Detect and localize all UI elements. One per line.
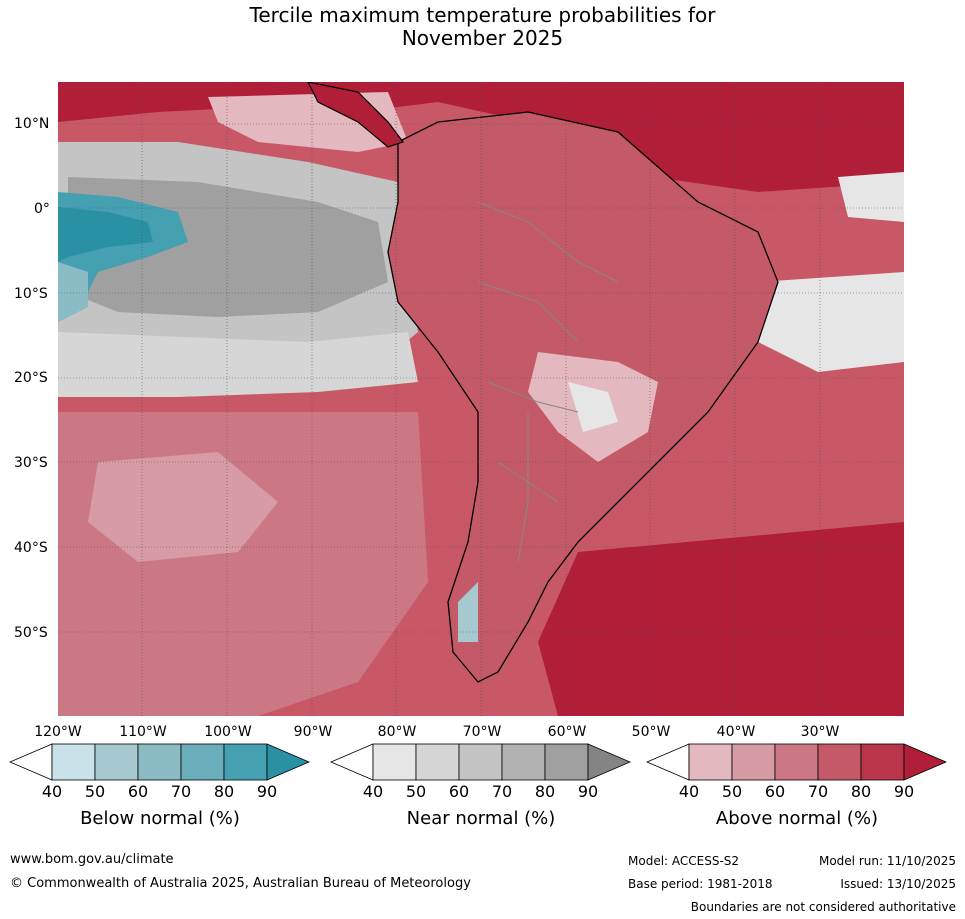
lon-label-120w: 120°W	[34, 724, 82, 740]
legend-near-cell-5	[544, 743, 589, 781]
region-atlantic-light	[758, 272, 904, 372]
central-america-landmass	[307, 82, 404, 148]
legend-below-arrow-low	[8, 743, 53, 781]
legend-above-tick-80: 80	[850, 782, 872, 801]
legend-near-tick-70: 70	[491, 782, 513, 801]
legend-near-cell-1	[372, 743, 417, 781]
legend-above-cell-1	[688, 743, 733, 781]
legend-below-tick-80: 80	[213, 782, 235, 801]
country-borders	[477, 201, 619, 563]
lon-label-60w: 60°W	[547, 724, 587, 740]
legend-below-cell-5	[223, 743, 268, 781]
footer-model-run: Model run: 11/10/2025	[818, 854, 956, 868]
footer-disclaimer: Boundaries are not considered authoritat…	[690, 900, 956, 914]
title-line-2: November 2025	[401, 26, 564, 50]
legend-above-arrow-high	[903, 743, 948, 781]
legend-below-tick-50: 50	[84, 782, 106, 801]
legend-below-cell-2	[94, 743, 139, 781]
legend-below-tick-90: 90	[256, 782, 278, 801]
legend-below-arrow-high	[266, 743, 311, 781]
legend-near-tick-80: 80	[534, 782, 556, 801]
legend-above-tick-40: 40	[678, 782, 700, 801]
legend-above-cell-5	[860, 743, 905, 781]
footer-base-period: Base period: 1981-2018	[628, 877, 773, 891]
lon-label-30w: 30°W	[800, 724, 840, 740]
lat-label-40s: 40°S	[14, 540, 48, 556]
map-canvas	[58, 82, 904, 716]
lon-label-80w: 80°W	[377, 724, 417, 740]
chart-title: Tercile maximum temperature probabilitie…	[0, 4, 965, 50]
lat-label-10n: 10°N	[14, 116, 50, 132]
legend-near-cell-2	[415, 743, 460, 781]
region-below-normal-light	[58, 262, 88, 322]
legend-above-tick-50: 50	[721, 782, 743, 801]
legend-near-tick-40: 40	[362, 782, 384, 801]
lat-label-50s: 50°S	[14, 625, 48, 641]
probability-map	[58, 82, 904, 716]
region-patagonia-below	[458, 582, 478, 642]
legend-above-arrow-low	[645, 743, 690, 781]
legend-near-tick-90: 90	[577, 782, 599, 801]
lon-label-100w: 100°W	[204, 724, 252, 740]
legend-near-arrow-low	[329, 743, 374, 781]
lat-label-20s: 20°S	[14, 370, 48, 386]
legend-near-tick-50: 50	[405, 782, 427, 801]
lat-label-0: 0°	[34, 201, 50, 217]
lon-label-110w: 110°W	[119, 724, 167, 740]
legend-near-arrow-high	[587, 743, 632, 781]
legend-below-cell-4	[180, 743, 225, 781]
legend-label-near: Near normal (%)	[406, 808, 556, 829]
region-north-above	[58, 82, 904, 192]
title-line-1: Tercile maximum temperature probabilitie…	[249, 3, 716, 27]
footer-issued: Issued: 13/10/2025	[840, 877, 956, 891]
legend-below-tick-70: 70	[170, 782, 192, 801]
lon-label-50w: 50°W	[631, 724, 671, 740]
legend-label-below: Below normal (%)	[80, 808, 240, 829]
lat-label-10s: 10°S	[14, 286, 48, 302]
legend-above-tick-60: 60	[764, 782, 786, 801]
region-south-pacific-light	[88, 452, 278, 562]
legend-below-tick-40: 40	[41, 782, 63, 801]
legend-near-cell-3	[458, 743, 503, 781]
legend-above-tick-70: 70	[807, 782, 829, 801]
lon-label-90w: 90°W	[293, 724, 333, 740]
legend-below-cell-3	[137, 743, 182, 781]
legend-below-tick-60: 60	[127, 782, 149, 801]
lon-label-70w: 70°W	[462, 724, 502, 740]
legend-below-cell-1	[51, 743, 96, 781]
legend-near-tick-60: 60	[448, 782, 470, 801]
region-near-normal-south	[58, 332, 418, 397]
footer-website[interactable]: www.bom.gov.au/climate	[10, 852, 174, 867]
lon-label-40w: 40°W	[716, 724, 756, 740]
legend-above-cell-3	[774, 743, 819, 781]
footer-model: Model: ACCESS-S2	[628, 854, 740, 868]
legend-above-tick-90: 90	[893, 782, 915, 801]
legend-above-cell-4	[817, 743, 862, 781]
legend-near-cell-4	[501, 743, 546, 781]
legend-above-cell-2	[731, 743, 776, 781]
gridlines	[58, 82, 904, 716]
legend-label-above: Above normal (%)	[715, 808, 879, 829]
legend-colorbars	[8, 743, 948, 781]
region-paraguay-near-normal	[568, 382, 618, 432]
region-below-normal-strong	[58, 207, 153, 262]
footer-copyright: © Commonwealth of Australia 2025, Austra…	[10, 876, 471, 891]
region-south-atlantic-above	[538, 522, 904, 716]
lat-label-30s: 30°S	[14, 455, 48, 471]
region-atlantic-north-light	[838, 172, 904, 222]
